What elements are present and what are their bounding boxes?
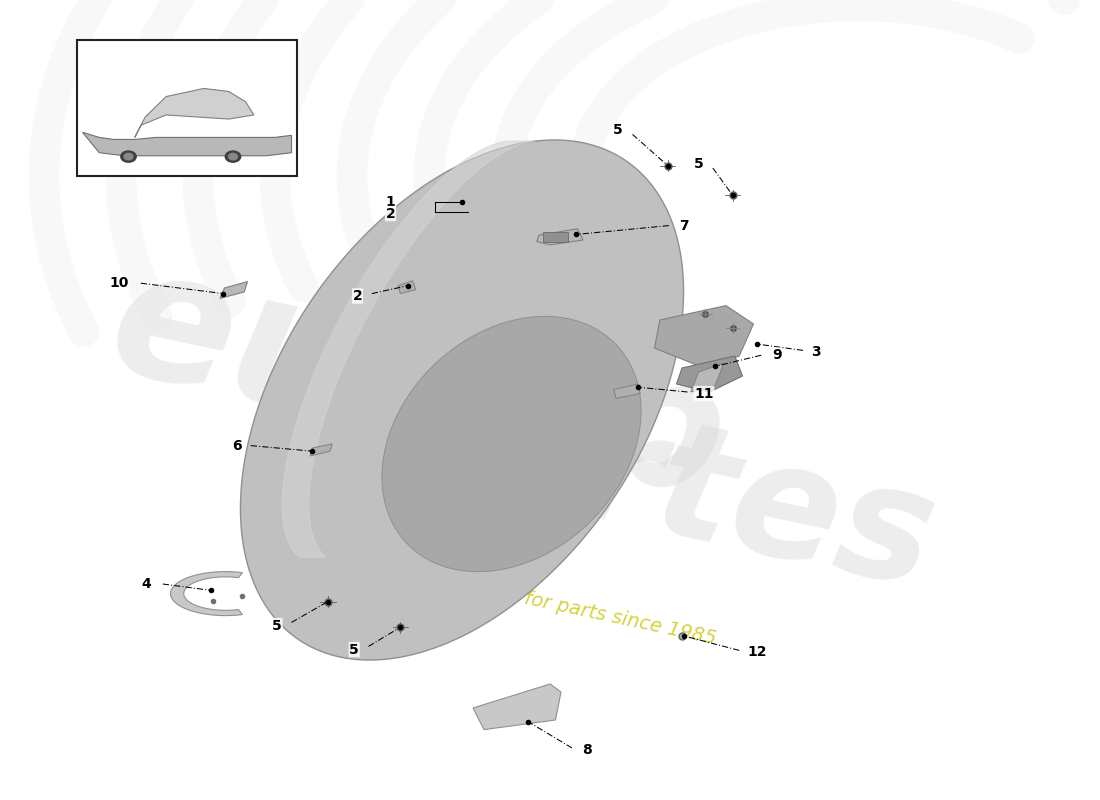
Bar <box>77 40 297 176</box>
Text: 6: 6 <box>232 438 241 453</box>
Polygon shape <box>170 572 242 615</box>
Circle shape <box>226 151 241 162</box>
Polygon shape <box>398 281 416 294</box>
Text: 9: 9 <box>772 348 781 362</box>
Polygon shape <box>220 282 248 298</box>
Text: 2: 2 <box>353 289 362 303</box>
Text: artes: artes <box>460 372 948 620</box>
Circle shape <box>229 154 238 160</box>
Polygon shape <box>614 384 640 398</box>
Text: 8: 8 <box>583 742 592 757</box>
Polygon shape <box>310 444 332 456</box>
Text: 5: 5 <box>273 618 282 633</box>
Polygon shape <box>654 306 754 368</box>
Text: 2: 2 <box>386 206 395 221</box>
Polygon shape <box>676 356 742 392</box>
Polygon shape <box>82 132 292 156</box>
Bar <box>543 232 568 242</box>
Circle shape <box>124 154 133 160</box>
Text: 11: 11 <box>694 386 714 401</box>
Text: a passion for parts since 1985: a passion for parts since 1985 <box>426 568 718 648</box>
Polygon shape <box>241 140 683 660</box>
Polygon shape <box>473 684 561 730</box>
Polygon shape <box>537 229 583 245</box>
Circle shape <box>121 151 136 162</box>
Text: 10: 10 <box>109 276 129 290</box>
Text: 4: 4 <box>142 577 151 591</box>
Text: 5: 5 <box>350 642 359 657</box>
Polygon shape <box>691 363 724 392</box>
Polygon shape <box>134 89 254 138</box>
Text: eurOp: eurOp <box>96 233 740 535</box>
Text: 7: 7 <box>680 218 689 233</box>
Polygon shape <box>382 316 641 572</box>
Text: 5: 5 <box>614 123 623 138</box>
Text: 5: 5 <box>694 157 703 171</box>
Text: 12: 12 <box>747 645 767 659</box>
Text: 1: 1 <box>386 194 395 209</box>
Text: 3: 3 <box>812 345 821 359</box>
